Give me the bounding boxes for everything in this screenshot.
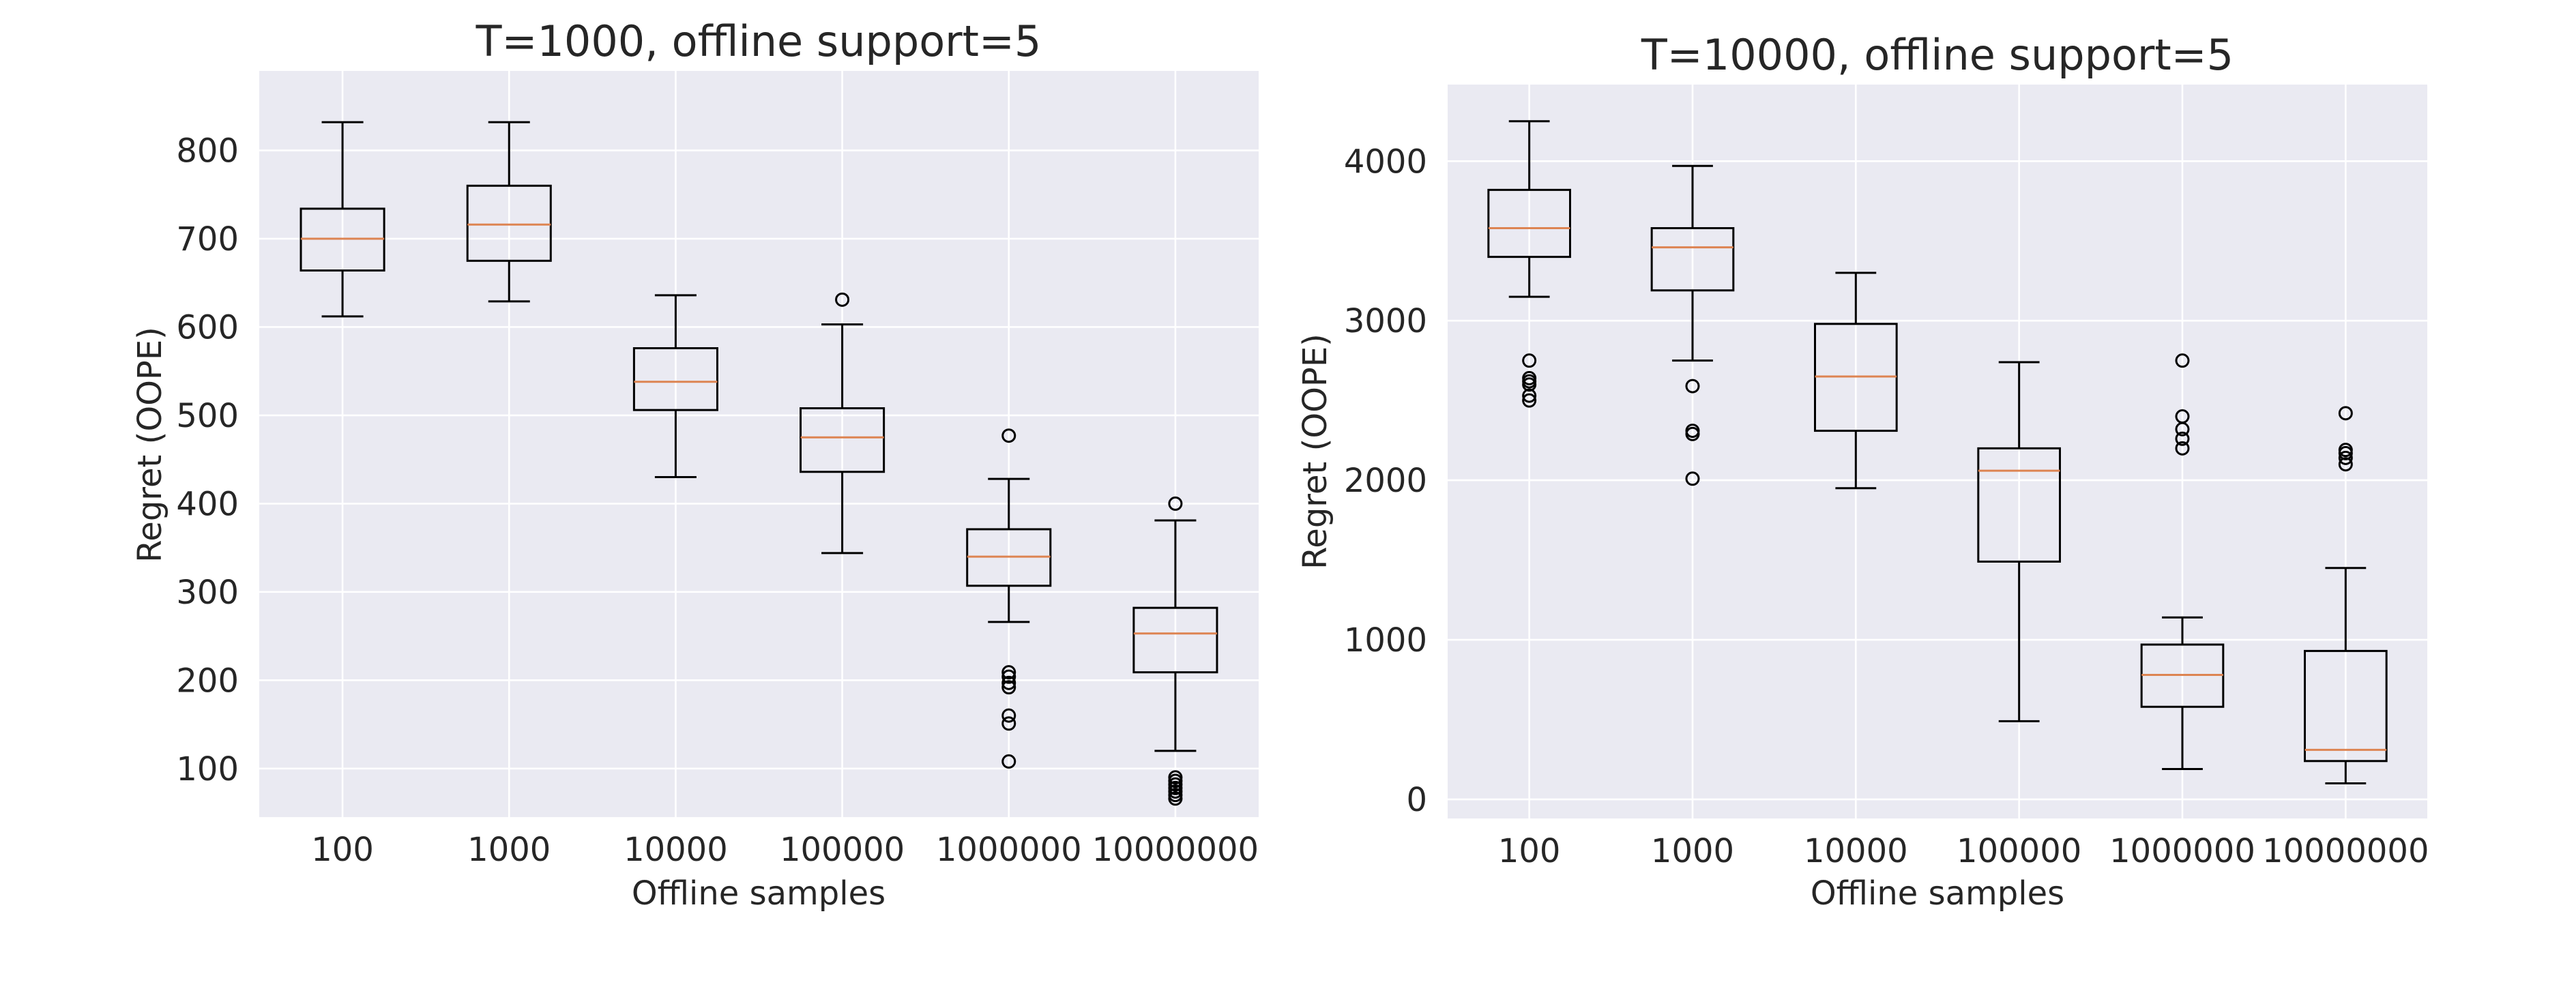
outlier-point [1522, 388, 1537, 403]
box-iqr [800, 407, 886, 473]
right-x-tick-label: 100 [1498, 832, 1561, 870]
left-box-10000 [632, 294, 718, 479]
right-y-tick-label: 4000 [1344, 143, 1427, 181]
right-x-tick-label: 10000000 [2262, 832, 2429, 870]
left-box-1000 [466, 121, 552, 303]
outlier-point [1001, 428, 1016, 443]
right-plot-area [1448, 85, 2427, 818]
outlier-point [1001, 708, 1016, 723]
left-x-tick-label: 10000000 [1092, 831, 1259, 869]
left-x-tick-labels: 100 1000 10000 100000 1000000 10000000 [311, 831, 1259, 869]
right-box-1000000 [2140, 353, 2225, 770]
left-x-tick-label: 1000000 [936, 831, 1082, 869]
left-box-1000000 [966, 428, 1052, 769]
outlier-point [1522, 353, 1537, 368]
right-chart-title: T=10000, offline support=5 [1641, 30, 2234, 80]
right-y-axis-label: Regret (OOPE) [1296, 334, 1334, 570]
left-x-tick-label: 100 [311, 831, 374, 869]
left-y-axis-label: Regret (OOPE) [131, 327, 169, 563]
right-box-100 [1487, 120, 1571, 408]
right-box-1000 [1650, 164, 1735, 486]
outlier-point [2338, 445, 2353, 460]
outlier-point [2338, 406, 2353, 421]
right-boxplot-panel: 0 1000 2000 3000 4000 100 1000 10000 100000 1000… [1296, 30, 2429, 913]
right-x-axis-label: Offline samples [1811, 874, 2064, 913]
right-box-10000 [1814, 271, 1898, 490]
outlier-point [1001, 716, 1016, 731]
right-x-tick-label: 10000 [1804, 832, 1908, 870]
right-y-tick-labels: 0 1000 2000 3000 4000 [1344, 143, 1427, 819]
outlier-point [2338, 457, 2353, 472]
outlier-point [1685, 426, 1700, 441]
box-iqr [2304, 649, 2388, 763]
left-y-tick-labels: 100 200 300 400 500 600 700 800 [176, 132, 239, 788]
box-iqr [1487, 188, 1571, 259]
box-iqr [1650, 227, 1735, 292]
left-box-10000000 [1132, 496, 1218, 806]
box-iqr [466, 184, 552, 262]
outlier-point [1685, 471, 1700, 486]
outlier-point [1522, 377, 1537, 392]
outlier-point [835, 292, 850, 307]
left-y-tick-label: 700 [176, 220, 239, 259]
left-box-100 [299, 121, 385, 318]
box-iqr [1977, 447, 2061, 563]
outlier-point [1001, 680, 1016, 695]
outlier-point [2338, 450, 2353, 465]
left-y-tick-label: 400 [176, 485, 239, 523]
right-boxes [1487, 120, 2388, 785]
outlier-point [1168, 496, 1183, 511]
left-x-tick-label: 100000 [780, 831, 905, 869]
outlier-point [1685, 379, 1700, 394]
left-y-tick-label: 600 [176, 308, 239, 346]
left-chart-title: T=1000, offline support=5 [475, 16, 1042, 66]
left-y-tick-label: 200 [176, 662, 239, 700]
outlier-point [1168, 791, 1183, 806]
right-box-100000 [1977, 361, 2061, 722]
box-iqr [1132, 606, 1218, 674]
left-y-tick-label: 100 [176, 750, 239, 788]
right-y-tick-label: 2000 [1344, 462, 1427, 500]
right-y-tick-label: 0 [1406, 781, 1427, 819]
right-x-tick-labels: 100 1000 10000 100000 1000000 10000000 [1498, 832, 2429, 870]
outlier-point [1001, 665, 1016, 680]
left-x-axis-label: Offline samples [632, 874, 886, 913]
outlier-point [1001, 675, 1016, 690]
left-y-tick-label: 800 [176, 132, 239, 171]
left-x-tick-label: 10000 [624, 831, 728, 869]
box-iqr [632, 347, 718, 411]
right-box-10000000 [2304, 406, 2388, 785]
left-boxes [299, 121, 1218, 806]
left-y-tick-label: 300 [176, 574, 239, 612]
left-x-tick-label: 1000 [467, 831, 551, 869]
left-y-tick-label: 500 [176, 397, 239, 435]
outlier-point [1001, 754, 1016, 769]
right-y-tick-label: 1000 [1344, 621, 1427, 660]
outlier-point [2175, 431, 2190, 446]
outlier-point [2175, 422, 2190, 437]
outlier-point [2175, 353, 2190, 368]
outlier-point [1001, 669, 1016, 684]
right-x-tick-label: 1000 [1651, 832, 1734, 870]
outlier-point [2175, 441, 2190, 456]
left-box-100000 [800, 292, 886, 555]
right-x-tick-label: 100000 [1957, 832, 2081, 870]
right-x-tick-label: 1000000 [2109, 832, 2255, 870]
left-plot-area [259, 71, 1259, 817]
outlier-point [1522, 393, 1537, 408]
right-y-tick-label: 3000 [1344, 302, 1427, 340]
